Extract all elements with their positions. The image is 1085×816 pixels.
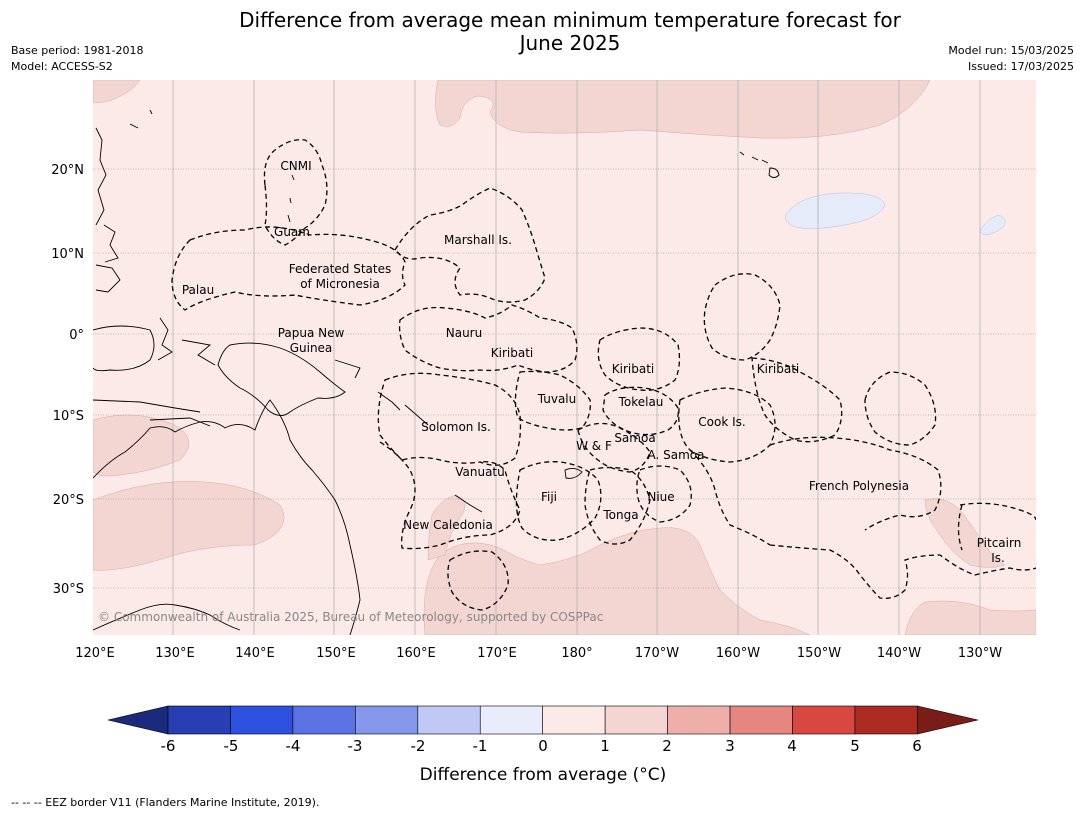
colorbar-segment: [167, 705, 231, 735]
meridians: [172, 80, 981, 635]
colorbar-tick: 4: [787, 737, 797, 755]
lat-tick: 10°N: [51, 247, 84, 262]
region-label: Tonga: [602, 508, 638, 522]
colorbar-label: Difference from average (°C): [420, 765, 667, 785]
region-label: Solomon Is.: [421, 420, 491, 434]
coastlines: [93, 109, 780, 635]
colorbar-segment: [729, 705, 793, 735]
region-label: Guam: [274, 225, 310, 239]
colorbar-tick: 6: [912, 737, 922, 755]
region-label: Guinea: [290, 341, 333, 355]
colorbar-tick: -6: [161, 737, 176, 755]
region-label: Tuvalu: [537, 392, 577, 406]
region-label: Niue: [647, 490, 674, 504]
latitude-ticks: 20°N 10°N 0° 10°S 20°S 30°S: [51, 163, 84, 597]
colorbar-segment: [230, 705, 294, 735]
title-line-2: June 2025: [519, 31, 621, 55]
region-label: Kiribati: [491, 346, 533, 360]
region-label: Pitcairn: [977, 536, 1022, 550]
eez-legend-note: -- -- -- EEZ border V11 (Flanders Marine…: [11, 796, 320, 809]
colorbar-segment: [479, 705, 544, 735]
region-label: Federated States: [289, 262, 391, 276]
lon-tick: 130°W: [958, 646, 1002, 661]
colorbar-tick: 2: [662, 737, 672, 755]
region-label: Cook Is.: [698, 415, 745, 429]
colorbar-tick: -5: [224, 737, 239, 755]
colorbar-extension-low: [107, 705, 169, 735]
lon-tick: 170°W: [635, 646, 679, 661]
map-panel: © Commonwealth of Australia 2025, Bureau…: [93, 80, 1036, 635]
lat-tick: 30°S: [53, 582, 84, 597]
region-label: Palau: [182, 283, 214, 297]
parallels: [93, 168, 1036, 589]
region-label: New Caledonia: [403, 518, 493, 532]
lon-tick: 150°E: [316, 646, 356, 661]
lon-tick: 170°E: [477, 646, 517, 661]
lon-tick: 140°E: [235, 646, 275, 661]
region-label: CNMI: [280, 159, 311, 173]
cool-anomaly-areas: [785, 192, 1006, 236]
lon-tick: 150°W: [797, 646, 841, 661]
colorbar-segment: [417, 705, 481, 735]
warm-anomaly-areas: [93, 80, 1036, 635]
copyright-notice: © Commonwealth of Australia 2025, Bureau…: [98, 610, 603, 624]
colorbar-segment: [542, 705, 606, 735]
colorbar-tick: -2: [411, 737, 426, 755]
region-label: Marshall Is.: [444, 233, 512, 247]
issued-date: Issued: 17/03/2025: [967, 60, 1074, 73]
region-label: Samoa: [614, 431, 655, 445]
colorbar-tick: 0: [538, 737, 548, 755]
region-label: Kiribati: [757, 362, 799, 376]
colorbar-segment: [667, 705, 731, 735]
colorbar-segment: [854, 705, 918, 735]
lat-tick: 20°N: [51, 163, 84, 178]
colorbar-extension-high: [917, 705, 979, 735]
lat-tick: 0°: [69, 328, 84, 343]
longitude-ticks: 120°E 130°E 140°E 150°E 160°E 170°E 180°…: [75, 646, 1002, 661]
model-name: Model: ACCESS-S2: [11, 60, 113, 73]
region-label: Fiji: [541, 490, 557, 504]
colorbar-segment: [792, 705, 856, 735]
region-label: Is.: [991, 551, 1005, 565]
colorbar-tick: -4: [286, 737, 301, 755]
title-line-1: Difference from average mean minimum tem…: [239, 8, 901, 32]
region-label: French Polynesia: [809, 479, 909, 493]
colorbar-segment: [604, 705, 668, 735]
colorbar-tick: 3: [725, 737, 735, 755]
lon-tick: 160°E: [396, 646, 436, 661]
base-period: Base period: 1981-2018: [11, 44, 144, 57]
ocean-background: [93, 80, 1036, 635]
colorbar-segment: [292, 705, 356, 735]
colorbar-tick: -3: [348, 737, 363, 755]
colorbar-segment: [355, 705, 419, 735]
region-labels: CNMI Guam Palau Federated States of Micr…: [182, 159, 1021, 565]
region-label: of Micronesia: [300, 277, 380, 291]
model-run: Model run: 15/03/2025: [948, 44, 1074, 57]
colorbar-tick: 5: [850, 737, 860, 755]
eez-boundaries: [171, 139, 1036, 611]
colorbar: [107, 705, 979, 735]
lon-tick: 140°W: [877, 646, 921, 661]
colorbar-ticks: -6 -5 -4 -3 -2 -1 0 1 2 3 4 5 6: [161, 737, 922, 755]
lon-tick: 130°E: [155, 646, 195, 661]
lat-tick: 20°S: [53, 493, 84, 508]
region-label: W & F: [576, 439, 612, 453]
forecast-map-figure: © Commonwealth of Australia 2025, Bureau…: [51, 80, 1036, 785]
lon-tick: 180°: [561, 646, 592, 661]
region-label: A. Samoa: [648, 448, 705, 462]
region-label: Kiribati: [612, 362, 654, 376]
region-label: Vanuatu: [455, 465, 505, 479]
region-label: Tokelau: [618, 395, 664, 409]
lat-tick: 10°S: [53, 409, 84, 424]
lon-tick: 120°E: [75, 646, 115, 661]
region-label: Papua New: [278, 326, 345, 340]
colorbar-tick: -1: [473, 737, 488, 755]
lon-tick: 160°W: [716, 646, 760, 661]
region-label: Nauru: [446, 326, 482, 340]
colorbar-tick: 1: [600, 737, 610, 755]
